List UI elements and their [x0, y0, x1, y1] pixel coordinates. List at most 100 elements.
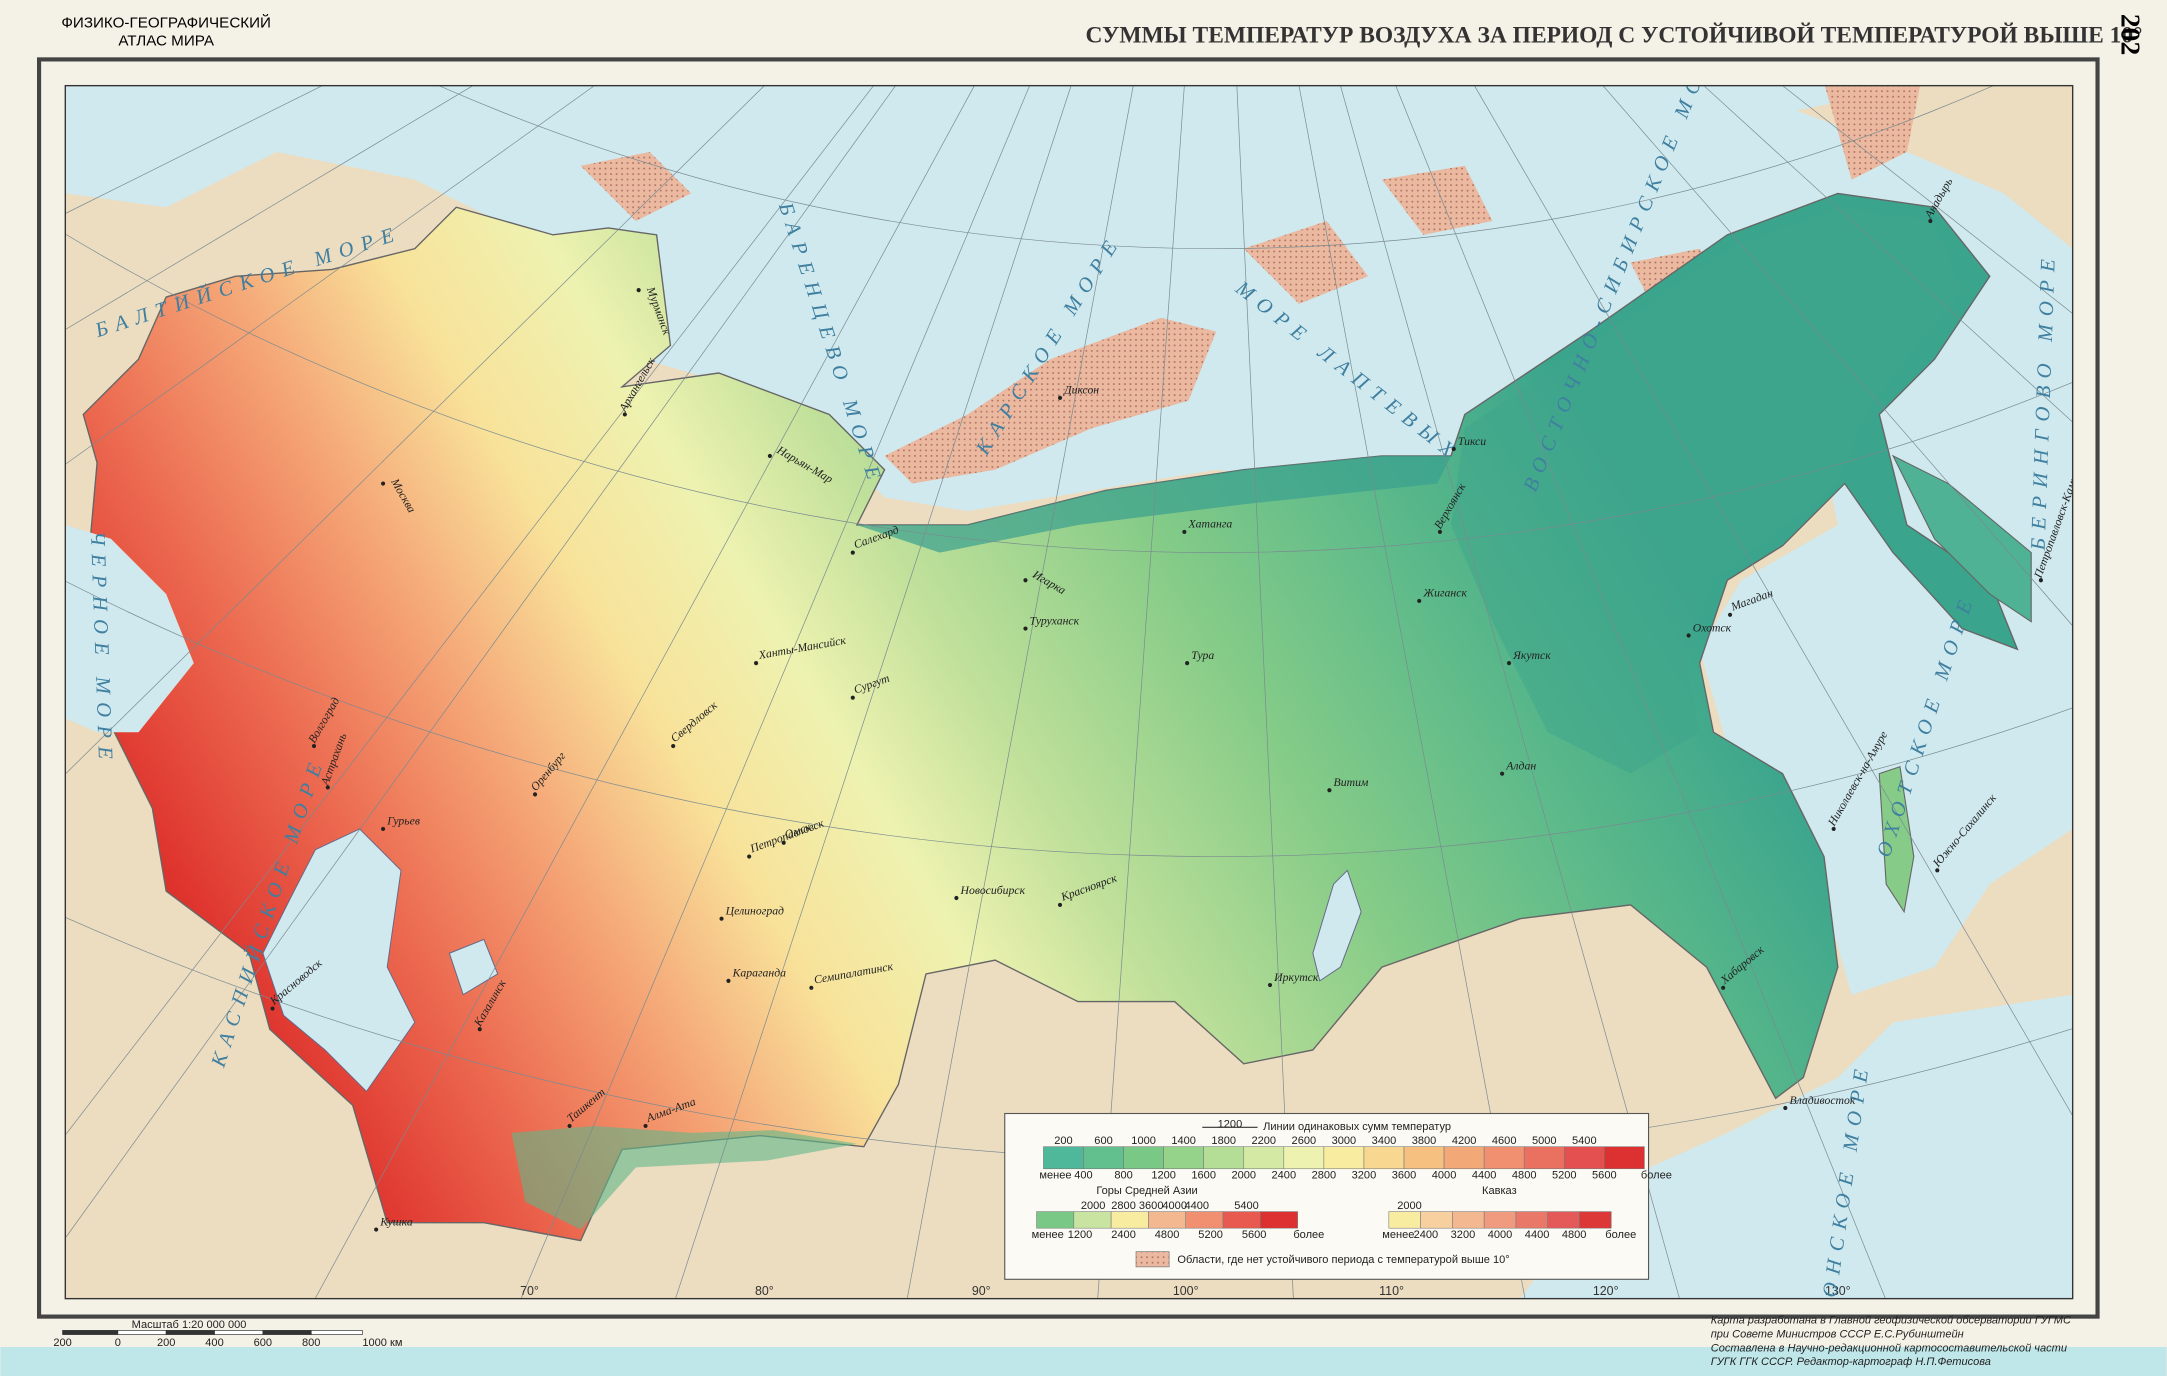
credit-line: ГУГК ГГК СССР. Редактор-картограф Н.П.Фе… [1711, 1356, 1991, 1368]
city-dot [1783, 1105, 1788, 1111]
meridian [906, 85, 1134, 1299]
city-dot [2038, 578, 2043, 583]
city-dot [1185, 661, 1190, 666]
meridian [65, 85, 896, 1239]
city-dot [325, 785, 330, 790]
city-label: Алдан [1505, 759, 1536, 772]
city-dot [311, 743, 317, 749]
meridian [1395, 85, 1886, 1299]
city-dot [671, 743, 676, 749]
city-dot [1928, 218, 1933, 224]
legend-swatch [1420, 1211, 1453, 1229]
meridian-label: 120° [1593, 1284, 1619, 1298]
legend-top-label: 1800 [1211, 1135, 1236, 1147]
atlas-name: АТЛАС МИРА [118, 32, 215, 49]
meridian-label: 70° [520, 1284, 539, 1298]
legend-swatch [1443, 1146, 1485, 1170]
city-dot [1506, 661, 1512, 666]
city-label: Хатанга [1187, 518, 1232, 531]
meridian [520, 85, 1030, 1299]
scale-tick: 400 [205, 1337, 223, 1349]
city-label: Новосибирск [960, 884, 1026, 897]
isoline-label: Линии одинаковых сумм температур [1263, 1121, 1451, 1133]
legend-bottom-label: 4000 [1432, 1170, 1457, 1182]
scale-segment [310, 1330, 363, 1335]
meridian-label: 80° [755, 1284, 774, 1298]
legend-swatch [1043, 1146, 1084, 1170]
scale-segment [62, 1330, 119, 1335]
legend: 1200 Линии одинаковых сумм температур Го… [1004, 1112, 1672, 1280]
legend-top-label: 3800 [1412, 1135, 1437, 1147]
city-dot [1267, 982, 1273, 988]
scale-segment [214, 1330, 264, 1335]
meridian [1782, 85, 2073, 314]
legend-top-label: 200 [1054, 1135, 1072, 1147]
scale-tick: 1000 км [362, 1337, 402, 1349]
legend-bottom-label: 5200 [1198, 1229, 1223, 1241]
meridian [1340, 85, 1680, 1299]
city-label: Владивосток [1789, 1094, 1855, 1107]
city-dot [1935, 868, 1940, 873]
legend-top-label: 3400 [1372, 1135, 1397, 1147]
city-label: Тура [1191, 649, 1214, 662]
legend-bottom-label: менее [1382, 1229, 1414, 1241]
page-edge [0, 1346, 2167, 1376]
city-label: Кушка [379, 1215, 413, 1228]
city-label: Караганда [732, 967, 787, 980]
atlas-name: ФИЗИКО-ГЕОГРАФИЧЕСКИЙ [61, 14, 271, 32]
sakhalin [1878, 766, 1915, 914]
legend-bottom-label: 4400 [1472, 1170, 1497, 1182]
legend-top-label: 4600 [1492, 1135, 1517, 1147]
meridian [1703, 85, 2073, 423]
scale-segment [165, 1330, 215, 1335]
city-label: Жиганск [1422, 587, 1467, 600]
isoline-sample-label: 1200 [1218, 1118, 1243, 1130]
legend-swatch [1579, 1211, 1612, 1229]
legend-bottom-label: 2800 [1312, 1170, 1337, 1182]
credits: Карта разработана в Главной геофизическо… [1711, 1315, 2072, 1368]
arctic-coast-zone [856, 455, 1451, 553]
legend-swatch [1163, 1146, 1204, 1170]
credit-line: при Совете Министров СССР Е.С.Рубинштейн [1711, 1328, 1964, 1340]
legend-bottom-label: 1200 [1151, 1170, 1176, 1182]
legend-swatch [1363, 1146, 1405, 1170]
legend-bottom-label: 4400 [1525, 1229, 1550, 1241]
legend-top-label: 2200 [1252, 1135, 1277, 1147]
legend-swatch [1243, 1146, 1285, 1170]
legend-top-label: 4200 [1452, 1135, 1477, 1147]
scale-tick: 0 [115, 1337, 121, 1349]
meridian [65, 85, 765, 775]
city-dot [477, 1027, 482, 1032]
city-dot [1721, 985, 1726, 990]
city-label: Якутск [1512, 649, 1551, 662]
legend-swatch [1452, 1211, 1485, 1229]
meridian-label: 110° [1379, 1284, 1404, 1298]
legend-bottom-label: 2400 [1111, 1229, 1136, 1241]
legend-swatch [1323, 1146, 1365, 1170]
legend-top-label: 2000 [1081, 1200, 1106, 1212]
meridian-label: 130° [1825, 1284, 1851, 1298]
city-dot [1023, 578, 1028, 583]
legend-bottom-label: 400 [1074, 1170, 1092, 1182]
arctic-islands [580, 85, 1921, 484]
legend-bottom-label: 5200 [1552, 1170, 1577, 1182]
legend-bottom-label: 4800 [1155, 1229, 1180, 1241]
city-dot [1417, 598, 1422, 604]
legend-top-label: 600 [1094, 1135, 1112, 1147]
legend-bottom-label: 2400 [1414, 1229, 1439, 1241]
city-dot [1327, 788, 1332, 793]
legend-swatch [1523, 1146, 1565, 1170]
city-dot [719, 916, 724, 921]
legend-bottom-label: 4000 [1488, 1229, 1513, 1241]
city-dot [380, 481, 386, 486]
scale-segment [117, 1330, 167, 1335]
legend-title: Горы Средней Азии [1096, 1185, 1197, 1197]
city-label: Туруханск [1030, 614, 1080, 627]
legend-swatch [1483, 1211, 1517, 1229]
outer-frame [36, 57, 2100, 1319]
legend-swatch [1185, 1211, 1224, 1229]
city-dot [1057, 902, 1063, 907]
legend-title: Кавказ [1482, 1185, 1517, 1197]
legend-swatch [1148, 1211, 1187, 1229]
